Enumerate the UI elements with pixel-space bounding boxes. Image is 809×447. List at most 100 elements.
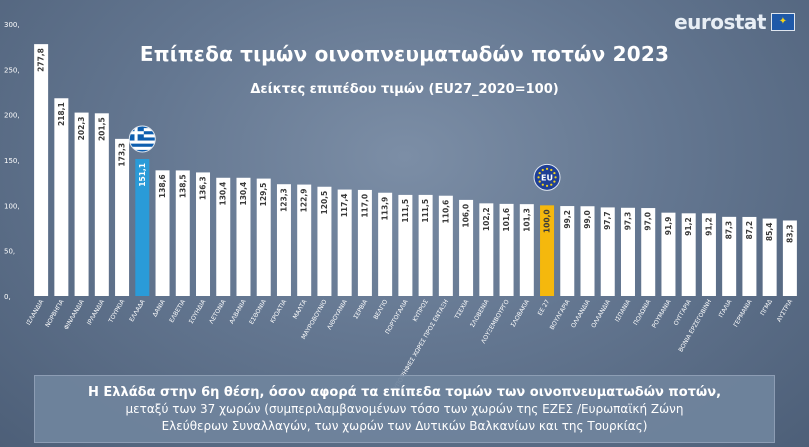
bar-value-label: 100,0 [543, 209, 552, 233]
caption-line-1: Η Ελλάδα στην 6η θέση, όσον αφορά τα επί… [87, 384, 722, 400]
bar [34, 44, 49, 297]
bar [438, 195, 453, 296]
bar-value-label: 151,1 [138, 163, 147, 187]
bar-value-label: 87,3 [725, 221, 734, 240]
bar-value-label: 85,4 [765, 223, 774, 242]
category-label: ΔΑΝΙΑ [151, 298, 167, 318]
bar [722, 216, 737, 296]
bar [661, 212, 676, 296]
bar-value-label: 91,2 [684, 217, 693, 236]
bar [317, 186, 332, 296]
category-label: ΟΛΛΑΝΔΙΑ [590, 298, 612, 330]
bar-value-label: 97,3 [623, 212, 632, 231]
eu-logo-flag-icon [771, 13, 795, 31]
bar [74, 112, 89, 297]
caption-box: Η Ελλάδα στην 6η θέση, όσον αφορά τα επί… [34, 375, 775, 443]
bar-value-label: 113,9 [381, 197, 390, 221]
bar [135, 159, 150, 296]
category-label: ΓΕΡΜΑΝΙΑ [732, 298, 754, 329]
bar [54, 98, 69, 296]
bar-value-label: 130,4 [239, 182, 248, 206]
y-tick-label: 250, [4, 66, 20, 74]
category-label: ΙΣΠΑΝΙΑ [614, 298, 633, 324]
category-label: ΕΛΛΑΔΑ [128, 298, 147, 323]
bar-value-label: 101,3 [522, 208, 531, 232]
y-tick-label: 0, [4, 293, 11, 301]
bar-value-label: 87,2 [745, 221, 754, 240]
category-label: ΕΕ 27 [537, 298, 552, 316]
bar-value-label: 130,4 [219, 182, 228, 206]
bar [762, 218, 777, 296]
bar-value-label: 218,1 [57, 102, 66, 126]
y-tick-label: 150, [4, 157, 20, 165]
bar [479, 203, 494, 296]
bar-value-label: 123,3 [279, 188, 288, 212]
bar [681, 213, 696, 296]
category-label: ΤΣΕΧΙΑ [453, 298, 471, 322]
bar-value-label: 201,5 [97, 117, 106, 141]
caption-line-2: μεταξύ των 37 χωρών (συμπεριλαμβανομένων… [125, 401, 684, 416]
bar [115, 138, 130, 296]
bar-value-label: 101,6 [502, 208, 511, 232]
category-label: ΙΣΛΑΝΔΙΑ [25, 298, 46, 327]
bar [276, 184, 291, 296]
category-label: ΝΟΡΒΗΓΙΑ [44, 298, 66, 329]
y-tick-label: 300, [4, 21, 20, 29]
bar [398, 194, 413, 296]
category-label: ΦΙΝΛΑΝΔΙΑ [63, 298, 86, 331]
bar-value-label: 138,5 [178, 174, 187, 198]
category-label: ΛΕΤΟΝΙΑ [208, 298, 228, 325]
category-label: ΣΟΥΗΔΙΑ [188, 298, 208, 325]
bar [540, 205, 555, 296]
bar-value-label: 97,7 [603, 211, 612, 230]
bar [742, 216, 757, 296]
chart-subtitle: Δείκτες επιπέδου τιμών (EU27_2020=100) [250, 82, 559, 97]
category-label: ΣΛΟΒΑΚΙΑ [510, 298, 532, 329]
category-label: ΕΣΘΟΝΙΑ [248, 298, 268, 326]
bar-value-label: 97,0 [644, 212, 653, 231]
eu-flag-icon: EU [533, 163, 561, 191]
bar-value-label: 91,2 [704, 217, 713, 236]
eurostat-logo: eurostat [674, 10, 795, 34]
bar-value-label: 83,3 [785, 224, 794, 243]
y-tick-label: 200, [4, 112, 20, 120]
bar [175, 170, 190, 296]
bar [196, 172, 211, 296]
category-label: ΑΛΒΑΝΙΑ [228, 298, 248, 325]
category-label: ΕΛΒΕΤΙΑ [168, 298, 187, 324]
bar [297, 184, 312, 296]
bar-value-label: 129,5 [259, 183, 268, 207]
category-label: ΙΤΑΛΙΑ [718, 298, 734, 319]
category-label: ΟΛΛΑΝΔΙΑ [570, 298, 592, 330]
bar-value-label: 99,0 [583, 210, 592, 229]
bar-value-label: 136,3 [199, 176, 208, 200]
bar-value-label: 91,9 [664, 217, 673, 236]
bar [418, 194, 433, 296]
bar [701, 213, 716, 296]
chart-title: Επίπεδα τιμών οινοπνευματωδών ποτών 2023 [139, 42, 670, 66]
bar-value-label: 111,5 [421, 199, 430, 223]
bar-value-label: 111,5 [401, 199, 410, 223]
category-label: ΡΟΥΜΑΝΙΑ [651, 298, 673, 330]
category-label: ΟΥΓΓΑΡΙΑ [673, 298, 694, 327]
bar [782, 220, 797, 296]
category-label: ΤΟΥΡΚΙΑ [107, 298, 127, 325]
bar [357, 189, 372, 296]
category-label: ΠΟΛΩΝΙΑ [632, 298, 653, 327]
bar-value-label: 117,0 [360, 194, 369, 218]
bar [580, 206, 595, 296]
y-tick-label: 50, [4, 248, 15, 256]
y-tick-label: 100, [4, 202, 20, 210]
bar [378, 192, 393, 296]
category-label: ΚΡΟΑΤΙΑ [269, 298, 288, 325]
bar [94, 113, 109, 296]
bar [560, 206, 575, 296]
category-label: ΠΓΜΔ [759, 298, 774, 317]
bar-value-label: 173,3 [118, 143, 127, 167]
bar-value-label: 117,4 [340, 194, 349, 218]
bar [519, 204, 534, 296]
bar-value-label: 138,6 [158, 174, 167, 198]
bar-value-label: 120,5 [320, 191, 329, 215]
